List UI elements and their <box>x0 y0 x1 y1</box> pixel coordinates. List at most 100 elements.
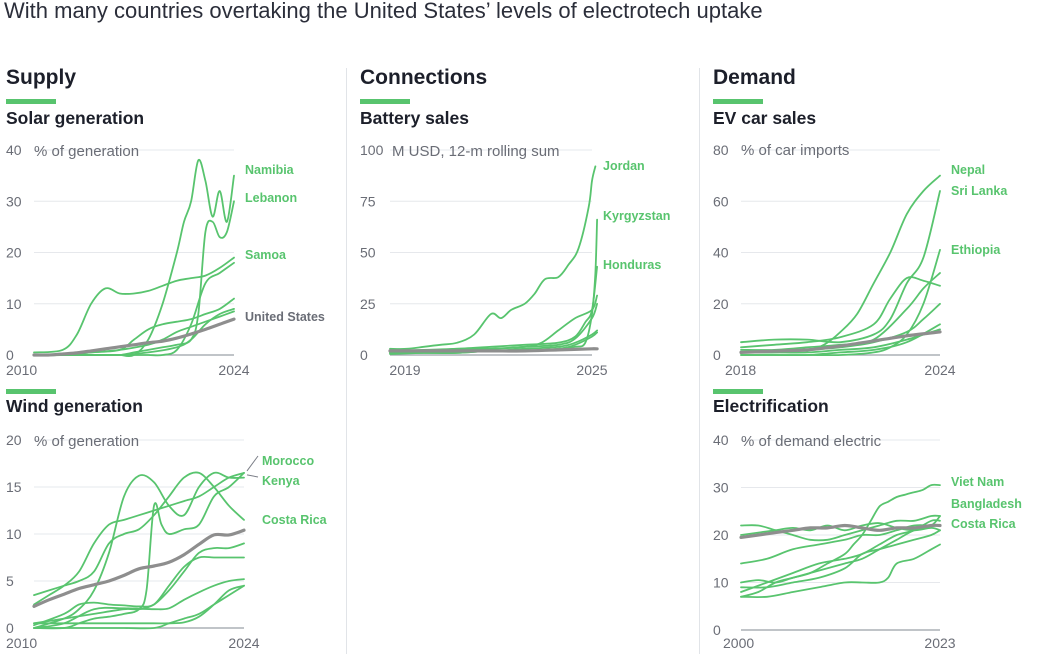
y-tick-label: 60 <box>713 193 729 209</box>
series-label-nepal: Nepal <box>951 163 985 177</box>
panel-accent-bar-electrification <box>713 389 763 394</box>
series-label-costa-rica: Costa Rica <box>951 517 1017 531</box>
x-tick-label: 2010 <box>6 362 37 378</box>
x-tick-label: 2024 <box>218 362 249 378</box>
series-lines <box>32 471 246 630</box>
y-tick-label: 20 <box>713 527 729 543</box>
column-divider-left <box>346 68 347 654</box>
series-label-namibia: Namibia <box>245 163 295 177</box>
panel-title-wind: Wind generation <box>6 396 143 416</box>
y-tick-label: 20 <box>713 296 729 312</box>
series-label-kenya: Kenya <box>262 474 301 488</box>
y-tick-label: 10 <box>6 296 22 312</box>
chart-electrification: % of demand electric 2000 2023 0 10 20 30 40… <box>713 432 1022 651</box>
unit-label: M USD, 12-m rolling sum <box>392 143 560 160</box>
gridlines <box>741 149 940 356</box>
panel-ev: EV car sales % of car imports 2018 2024 … <box>713 108 1043 378</box>
series-line-country-a <box>740 514 941 542</box>
y-tick-label: 40 <box>713 245 729 261</box>
y-tick-label: 0 <box>713 347 721 363</box>
y-tick-label: 40 <box>6 142 22 158</box>
y-tick-label: 5 <box>6 573 14 589</box>
x-tick-label: 2025 <box>576 362 607 378</box>
series-label-morocco: Morocco <box>262 454 314 468</box>
x-tick-label: 2023 <box>924 635 955 651</box>
gridlines <box>390 149 592 356</box>
y-tick-label: 30 <box>6 193 22 209</box>
label-leader-line <box>246 455 259 472</box>
series-label-lebanon: Lebanon <box>245 191 297 205</box>
y-tick-label: 0 <box>6 347 14 363</box>
series-line-united-states <box>739 330 942 354</box>
y-tick-label: 0 <box>6 620 14 636</box>
series-label-kyrgyzstan: Kyrgyzstan <box>603 209 670 223</box>
series-line-jordan <box>389 165 597 350</box>
series-line-nepal <box>740 174 941 354</box>
y-tick-label: 100 <box>360 142 384 158</box>
unit-label: % of car imports <box>741 142 849 159</box>
series-line-costa-rica <box>33 471 245 596</box>
y-tick-label: 80 <box>713 142 729 158</box>
y-tick-label: 0 <box>713 622 721 638</box>
series-line-lebanon <box>33 200 235 357</box>
series-line-country-b <box>740 276 941 349</box>
series-line-country-b <box>389 302 598 352</box>
column-divider-right <box>699 68 700 654</box>
unit-label: % of generation <box>34 433 139 450</box>
y-tick-label: 10 <box>6 526 22 542</box>
series-line-country-d <box>740 323 941 357</box>
panel-solar: Solar generation % of generation 2010 20… <box>6 108 336 378</box>
section-title-connections: Connections <box>360 66 488 89</box>
series-line-country-a <box>33 471 245 629</box>
series-label-ethiopia: Ethiopia <box>951 243 1001 257</box>
x-tick-label: 2024 <box>924 362 955 378</box>
series-line-united-states <box>388 347 599 353</box>
series-line-sri-lanka <box>740 190 941 344</box>
y-tick-label: 0 <box>360 347 368 363</box>
chart-wind: % of generation 2010 2024 0 5 10 15 20 Morocc… <box>6 432 328 651</box>
series-line-country-f <box>33 584 245 625</box>
section-accent-bar-connections <box>360 99 410 104</box>
series-line-country-d <box>33 578 245 629</box>
label-leader-line <box>246 474 259 478</box>
y-tick-label: 10 <box>713 575 729 591</box>
series-lines <box>388 165 599 355</box>
y-tick-label: 20 <box>6 245 22 261</box>
y-tick-label: 20 <box>6 432 22 448</box>
section-title-demand: Demand <box>713 66 796 89</box>
series-line-kyrgyzstan <box>389 218 598 354</box>
series-label-viet-nam: Viet Nam <box>951 475 1004 489</box>
series-label-bangladesh: Bangladesh <box>951 497 1022 511</box>
series-label-honduras: Honduras <box>603 258 661 272</box>
series-label-costa-rica: Costa Rica <box>262 513 328 527</box>
series-lines <box>739 483 942 599</box>
series-line-country-b <box>740 524 941 565</box>
y-tick-label: 50 <box>360 245 376 261</box>
series-line-united-states <box>32 528 246 608</box>
series-line-united-states <box>739 523 942 539</box>
x-tick-label: 2018 <box>725 362 756 378</box>
panel-accent-bar-wind <box>6 389 56 394</box>
series-lines <box>32 158 236 358</box>
section-accent-bar-supply <box>6 99 56 104</box>
y-tick-label: 15 <box>6 479 22 495</box>
series-line-country-e <box>740 543 941 599</box>
series-line-country-c <box>33 555 245 627</box>
x-tick-label: 2024 <box>228 635 259 651</box>
series-label-jordan: Jordan <box>603 159 645 173</box>
x-tick-label: 2010 <box>6 635 37 651</box>
series-line-kenya <box>33 472 245 630</box>
series-line-honduras <box>389 265 598 352</box>
series-line-country-d <box>740 529 941 589</box>
series-label-sri-lanka: Sri Lanka <box>951 184 1008 198</box>
x-tick-label: 2000 <box>723 635 754 651</box>
series-label-united-states: United States <box>245 310 325 324</box>
unit-label: % of generation <box>34 143 139 160</box>
series-lines <box>739 174 942 357</box>
panel-title-battery: Battery sales <box>360 108 469 128</box>
x-tick-label: 2019 <box>389 362 420 378</box>
y-tick-label: 30 <box>713 480 729 496</box>
panel-title-electrification: Electrification <box>713 396 829 416</box>
panel-electrification: Electrification % of demand electric 200… <box>713 396 1043 652</box>
